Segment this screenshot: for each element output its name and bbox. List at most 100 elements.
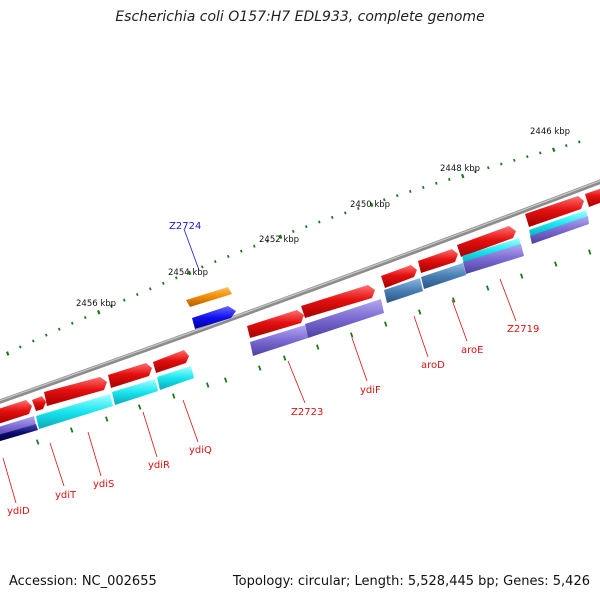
gene-label-aroD[interactable]: aroD (421, 360, 445, 371)
gc-tick (171, 393, 176, 399)
gene-arrow-z2724-upper[interactable] (186, 287, 232, 307)
gc-tick (316, 344, 320, 350)
gene-arrow-z2719[interactable] (457, 226, 516, 257)
forward-strand-genes (0, 187, 600, 424)
gc-dot (435, 181, 438, 185)
gc-dot (252, 244, 256, 248)
accession-text: Accession: NC_002655 (9, 574, 157, 589)
gc-tick (553, 261, 558, 267)
cog-band-right-violet (530, 216, 589, 244)
tick-label-2446: 2446 kbp (530, 127, 570, 137)
tick-label-2456: 2456 kbp (76, 299, 116, 309)
gc-tick (283, 355, 287, 361)
gc-dot (97, 310, 101, 315)
gc-dot (318, 220, 321, 224)
gene-label-lines (2, 228, 517, 504)
gene-label-z2724[interactable]: Z2724 (169, 221, 201, 232)
cog-bands (0, 210, 589, 442)
gene-arrow-aroD[interactable] (381, 265, 417, 288)
gc-dot (331, 215, 334, 219)
gc-dot (448, 177, 451, 181)
gene-arrow-right-1[interactable] (525, 196, 584, 227)
gene-label-ydiR[interactable]: ydiR (148, 460, 170, 471)
gc-dot (109, 304, 113, 308)
cog-band-aroD (384, 278, 423, 303)
gc-tick (205, 382, 210, 388)
cog-band-right-cyan (529, 210, 588, 238)
gene-arrow-right-2[interactable] (585, 187, 600, 207)
gene-label-z2719[interactable]: Z2719 (507, 324, 539, 335)
gc-dot (239, 249, 243, 253)
gc-tick (258, 365, 262, 371)
tick-label-2452: 2452 kbp (259, 235, 299, 245)
gc-dot (526, 155, 529, 159)
gc-tick (486, 285, 490, 291)
reverse-strand-genes (186, 287, 236, 329)
gc-dot (461, 173, 465, 179)
gc-tick (384, 321, 388, 327)
gc-dot (266, 239, 269, 243)
gc-tick (350, 332, 354, 338)
gc-dot (149, 287, 152, 291)
gc-dot (539, 151, 542, 155)
gc-dot (344, 211, 347, 215)
gc-dot (565, 144, 568, 148)
gc-dot (422, 185, 425, 189)
gene-label-z2723[interactable]: Z2723 (291, 407, 323, 418)
gene-arrow-ydiR[interactable] (153, 350, 189, 373)
gc-dot (487, 166, 490, 170)
gc-dot (513, 158, 516, 162)
gc-dot (58, 327, 61, 331)
gc-dot (200, 265, 204, 269)
gene-arrow-ydiD[interactable] (0, 400, 32, 424)
gene-label-aroE[interactable]: aroE (461, 345, 483, 356)
gc-dot (409, 189, 412, 193)
gene-label-ydiF[interactable]: ydiF (360, 385, 381, 396)
gene-arrow-ydiF[interactable] (301, 285, 375, 318)
gc-dot (383, 198, 386, 202)
gene-arrow-ydiT[interactable] (44, 377, 107, 406)
gc-tick (35, 439, 40, 445)
cog-band-z2723 (250, 325, 308, 356)
tick-label-2448: 2448 kbp (440, 164, 480, 174)
cog-band-ydiT (36, 394, 113, 429)
map-title: Escherichia coli O157:H7 EDL933, complet… (115, 9, 485, 25)
gc-dot (370, 202, 374, 207)
cog-band-ydiS (112, 379, 158, 405)
cog-band-ydiD-navy (0, 424, 38, 442)
gene-arrow-ydiS[interactable] (108, 363, 152, 388)
gc-dot (226, 254, 230, 258)
gene-arrow-aroE[interactable] (418, 249, 458, 273)
gene-arrow-z2723[interactable] (247, 310, 304, 338)
gc-dot (136, 292, 139, 297)
gc-dot (474, 170, 477, 174)
gc-dot (84, 315, 87, 320)
gc-dot (70, 321, 74, 325)
gc-dot (279, 234, 283, 240)
gc-dot (292, 229, 295, 233)
gene-label-ydiS[interactable]: ydiS (93, 479, 114, 490)
gc-dot (188, 270, 192, 276)
gene-arrow-small-1[interactable] (32, 396, 46, 411)
gc-dot (123, 298, 126, 302)
gene-label-ydiT[interactable]: ydiT (55, 490, 77, 501)
tick-label-2450: 2450 kbp (350, 200, 390, 210)
gc-tick (452, 297, 456, 303)
genome-backbone (0, 179, 600, 404)
gc-dot (357, 206, 360, 210)
gc-dot (161, 281, 165, 285)
gc-tick (104, 416, 109, 422)
gene-label-ydiQ[interactable]: ydiQ (189, 445, 212, 456)
topology-text: Topology: circular; Length: 5,528,445 bp… (232, 574, 590, 589)
gene-arrow-z2724[interactable] (192, 306, 236, 329)
gc-dot (19, 345, 22, 349)
gc-dot-row (6, 140, 581, 356)
gc-tick (587, 249, 592, 255)
gc-dot (305, 225, 308, 229)
gene-label-ydiD[interactable]: ydiD (7, 506, 30, 517)
gc-tick (137, 404, 142, 410)
lower-gc-ticks (35, 249, 592, 445)
cog-band-ydiD (0, 416, 36, 438)
gc-dot (396, 194, 399, 198)
